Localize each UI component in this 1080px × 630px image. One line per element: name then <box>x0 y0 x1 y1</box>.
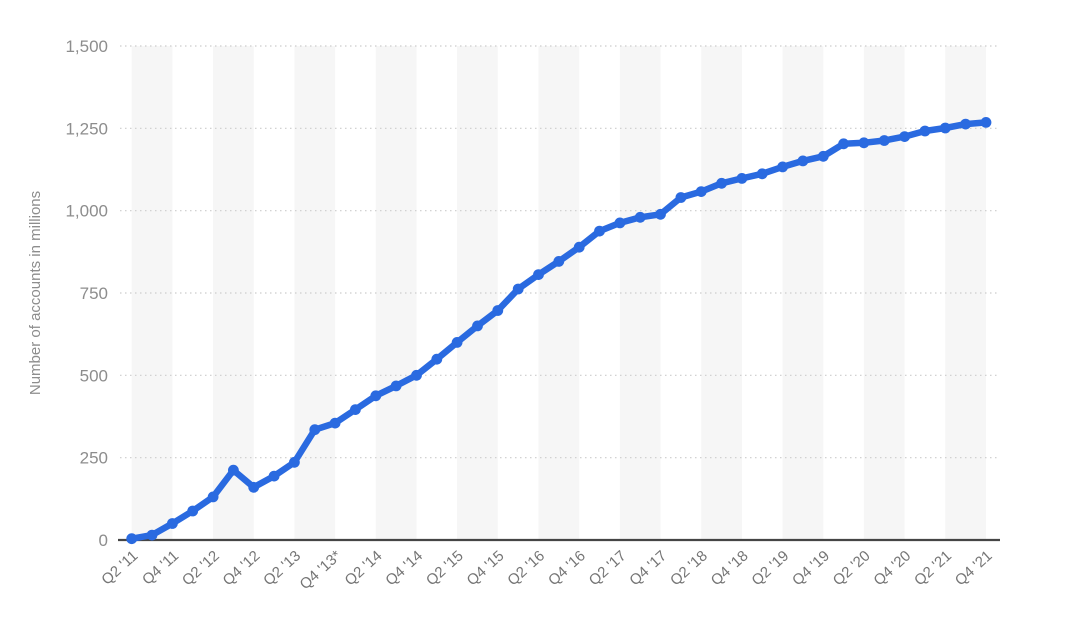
data-point <box>756 168 768 180</box>
data-point <box>553 256 565 267</box>
data-point <box>472 320 483 332</box>
x-tick-label: Q2 '19 <box>748 547 792 589</box>
x-tick-label: Q4 '14 <box>382 547 426 589</box>
data-point <box>411 369 422 381</box>
data-point <box>329 417 341 429</box>
x-tick-label: Q4 '21 <box>952 547 996 589</box>
data-point <box>675 192 687 203</box>
x-tick-label: Q4 '17 <box>626 547 670 589</box>
data-point <box>817 150 829 162</box>
data-point <box>289 456 300 468</box>
x-tick-label: Q4 '20 <box>870 547 914 589</box>
x-tick-label: Q2 '21 <box>911 547 955 589</box>
data-point <box>390 380 402 392</box>
x-tick-label: Q4 '15 <box>464 547 508 589</box>
x-tick-label: Q4 '12 <box>220 547 264 589</box>
y-axis-title: Number of accounts in millions <box>27 191 44 395</box>
data-point <box>899 131 910 143</box>
background-band <box>782 46 824 540</box>
x-tick-label: Q4 '19 <box>789 547 833 589</box>
data-point <box>614 217 626 229</box>
gridlines <box>120 45 1000 459</box>
plot-background-bands <box>131 46 986 540</box>
x-tick-label: Q4 '18 <box>708 547 752 589</box>
data-point <box>512 283 524 295</box>
data-point <box>207 491 219 503</box>
data-point <box>797 155 809 167</box>
background-band <box>538 46 580 540</box>
data-point <box>838 138 849 150</box>
data-point <box>716 177 727 189</box>
data-point <box>126 533 138 545</box>
background-band <box>457 46 498 540</box>
data-point <box>431 353 443 365</box>
data-points <box>126 117 992 545</box>
data-point <box>451 337 463 348</box>
x-tick-label: Q2 '14 <box>342 547 386 589</box>
y-tick-label: 1,000 <box>65 202 108 221</box>
x-tick-label: Q2 '17 <box>586 547 630 589</box>
data-point <box>370 390 382 402</box>
data-point <box>736 173 748 184</box>
data-point <box>228 464 239 476</box>
data-point <box>980 117 992 128</box>
x-tick-label: Q2 '11 <box>98 547 141 588</box>
data-point <box>268 470 280 482</box>
x-tick-label: Q2 '15 <box>423 547 467 589</box>
data-point <box>309 424 321 436</box>
data-point <box>187 505 199 517</box>
y-tick-label: 0 <box>99 531 108 550</box>
data-point <box>248 481 260 493</box>
x-tick-label: Q4 '16 <box>545 547 589 589</box>
x-tick-label: Q2 '16 <box>504 547 548 589</box>
data-point <box>939 122 951 134</box>
data-point <box>573 241 585 253</box>
data-point <box>492 305 504 316</box>
x-tick-label: Q2 '12 <box>179 547 223 589</box>
y-tick-label: 1,500 <box>65 37 108 56</box>
x-tick-label: Q4 '13* <box>297 547 345 593</box>
data-point <box>594 225 605 237</box>
y-tick-label: 1,250 <box>65 119 108 138</box>
data-point <box>533 269 544 280</box>
y-tick-label: 750 <box>80 284 108 303</box>
data-point <box>350 404 361 415</box>
data-point <box>858 137 870 149</box>
data-point <box>167 518 178 529</box>
data-point <box>777 161 788 173</box>
x-tick-label: Q2 '18 <box>667 547 711 589</box>
data-point <box>634 211 646 223</box>
y-tick-label: 250 <box>80 449 108 468</box>
data-point <box>960 118 971 130</box>
data-point <box>655 208 666 220</box>
data-point <box>146 529 158 541</box>
x-tick-label: Q4 '11 <box>139 547 182 588</box>
y-tick-label: 500 <box>80 366 108 385</box>
data-point <box>919 125 931 137</box>
x-tick-label: Q2 '20 <box>830 547 874 589</box>
data-point <box>878 135 890 146</box>
y-tick-labels: 0 250 500 750 1,000 1,250 1,500 <box>65 37 108 550</box>
data-point <box>695 186 707 198</box>
background-band <box>213 46 254 540</box>
